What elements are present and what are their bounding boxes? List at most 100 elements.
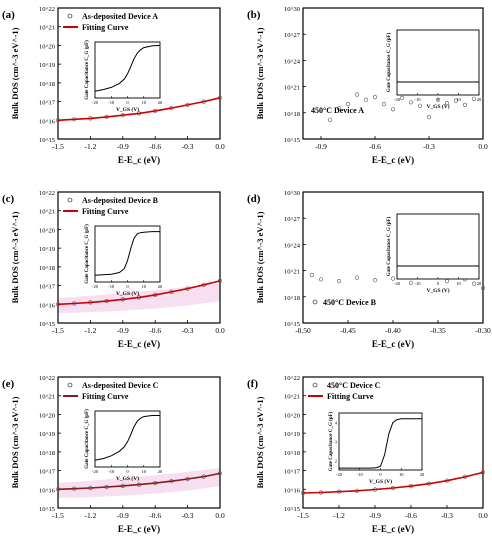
y-axis-label: Bulk DOS (cm^-3 eV^-1) (255, 27, 265, 119)
data-point (408, 100, 414, 105)
x-axis-label: E-E_c (eV) (118, 339, 160, 349)
y-tick-label: 10^18 (284, 450, 300, 457)
data-point (408, 280, 414, 285)
x-tick-label: -0.40 (385, 326, 401, 335)
x-tick-label: -0.9 (369, 511, 381, 520)
fitting-curve (57, 97, 221, 122)
data-point (381, 101, 387, 107)
y-tick-label: 10^16 (284, 487, 301, 494)
y-tick-label: 10^20 (284, 412, 300, 419)
x-tick-label: -1.5 (52, 511, 64, 520)
y-tick-label: 10^21 (39, 25, 55, 32)
data-point (471, 281, 477, 286)
inset: -20 -10 0 10 20 V_GS (V) Gate Capacitance C_G … (387, 213, 482, 294)
data-point (345, 101, 351, 107)
y-tick-label: 10^16 (39, 487, 56, 494)
inset-x-tick-label: -20 (336, 472, 343, 477)
plot-frame (302, 7, 484, 140)
legend-entry: Fitting Curve (82, 207, 129, 216)
data-point (309, 272, 315, 278)
inset-y-axis-label: Gate Capacitance C_G (pF) (329, 411, 334, 471)
inset-x-tick-label: 20 (158, 100, 163, 105)
inset-curve (94, 44, 161, 92)
inset-frame (338, 412, 423, 471)
y-tick-label: 10^30 (284, 190, 300, 197)
inset-x-tick-label: 10 (142, 284, 147, 289)
x-tick-label: -0.6 (149, 326, 161, 335)
x-tick-label: 0.0 (215, 142, 225, 151)
data-point (453, 98, 459, 103)
y-tick-label: 10^17 (39, 469, 56, 476)
inset-y-axis-label: Gate Capacitance C_G (pF) (387, 32, 392, 92)
inset-x-tick-label: -20 (92, 100, 99, 105)
panel-title: 450°C Device B (323, 298, 377, 307)
inset: -20 -10 0 10 20 V_GS (V) Gate Capacitance C_G … (85, 224, 163, 297)
y-tick-label: 10^16 (39, 302, 56, 309)
inset-x-axis-label: V_GS (V) (116, 106, 139, 113)
y-axis-label: Bulk DOS (cm^-3 eV^-1) (255, 211, 265, 303)
x-tick-label: -1.5 (52, 142, 64, 151)
plot-frame (57, 191, 221, 324)
inset-y-tick-label: 2 (335, 459, 337, 464)
legend-marker (312, 382, 318, 388)
inset-curve (94, 415, 160, 461)
x-tick-label: -0.9 (117, 511, 129, 520)
inset-y-axis-label: Gate Capacitance C_G (pF) (85, 224, 90, 284)
x-tick-label: -0.9 (117, 142, 129, 151)
inset-x-tick-label: 20 (158, 469, 163, 474)
inset-frame (94, 410, 161, 468)
inset-x-tick-label: 10 (456, 281, 461, 286)
data-point (390, 107, 396, 112)
inset-x-axis-label: V_GS (V) (426, 103, 449, 110)
data-point (336, 106, 342, 111)
inset-y-axis-label: Gate Capacitance C_G (pF) (85, 40, 90, 100)
inset-x-tick-label: -10 (415, 281, 422, 286)
data-point (336, 279, 342, 284)
inset-x-tick-label: 20 (420, 472, 425, 477)
fitting-curve (302, 471, 484, 494)
inset-x-tick-label: 0 (437, 281, 440, 286)
data-point (444, 101, 450, 106)
legend-entry: Fitting Curve (82, 23, 129, 32)
y-tick-label: 10^27 (284, 32, 301, 39)
y-tick-label: 10^17 (284, 469, 301, 476)
inset-curve (339, 418, 422, 469)
panel-label: (a) (2, 9, 15, 21)
inset-x-tick-label: 0 (126, 469, 129, 474)
inset-y-tick-label: 4 (335, 421, 338, 426)
x-tick-label: -1.2 (333, 511, 345, 520)
inset-frame (396, 213, 480, 280)
data-point (435, 97, 441, 102)
plot-frame (302, 376, 484, 509)
x-tick-label: -0.30 (475, 326, 491, 335)
x-tick-label: 0.0 (478, 511, 488, 520)
x-tick-label: -0.6 (369, 142, 381, 151)
inset-x-tick-label: -10 (108, 100, 115, 105)
y-tick-label: 10^21 (284, 394, 300, 401)
x-tick-label: -0.9 (315, 142, 327, 151)
inset-y-axis-label: Gate Capacitance C_G (pF) (387, 216, 392, 276)
inset-x-tick-label: -20 (394, 281, 401, 286)
y-axis-label: Bulk DOS (cm^-3 eV^-1) (255, 396, 265, 488)
legend-marker (67, 197, 73, 203)
y-tick-label: 10^22 (39, 6, 55, 13)
inset-x-tick-label: -10 (415, 97, 422, 102)
y-tick-label: 10^22 (39, 375, 55, 382)
inset-x-tick-label: -10 (108, 469, 115, 474)
panel-a: (a) 10^15 10^16 10^17 10^18 10^19 10^20 10^21 10… (2, 6, 225, 165)
legend-marker (67, 13, 73, 19)
legend-entry: As-deposited Device B (82, 196, 159, 205)
x-tick-label: -0.6 (149, 511, 161, 520)
inset-x-tick-label: 10 (142, 100, 147, 105)
inset: -20 -10 0 10 20 V_GS (V) Gate Capacitance C_G … (85, 40, 163, 113)
panel-label: (c) (2, 193, 15, 205)
plot-frame (57, 376, 221, 509)
data-point (363, 97, 369, 102)
y-tick-label: 10^24 (284, 58, 301, 65)
inset-y-axis-label: Gate Capacitance C_G (pF) (85, 409, 90, 469)
y-tick-label: 10^21 (284, 85, 300, 92)
x-tick-label: -0.50 (295, 326, 311, 335)
y-tick-label: 10^17 (39, 284, 56, 291)
x-tick-label: -1.2 (84, 142, 96, 151)
